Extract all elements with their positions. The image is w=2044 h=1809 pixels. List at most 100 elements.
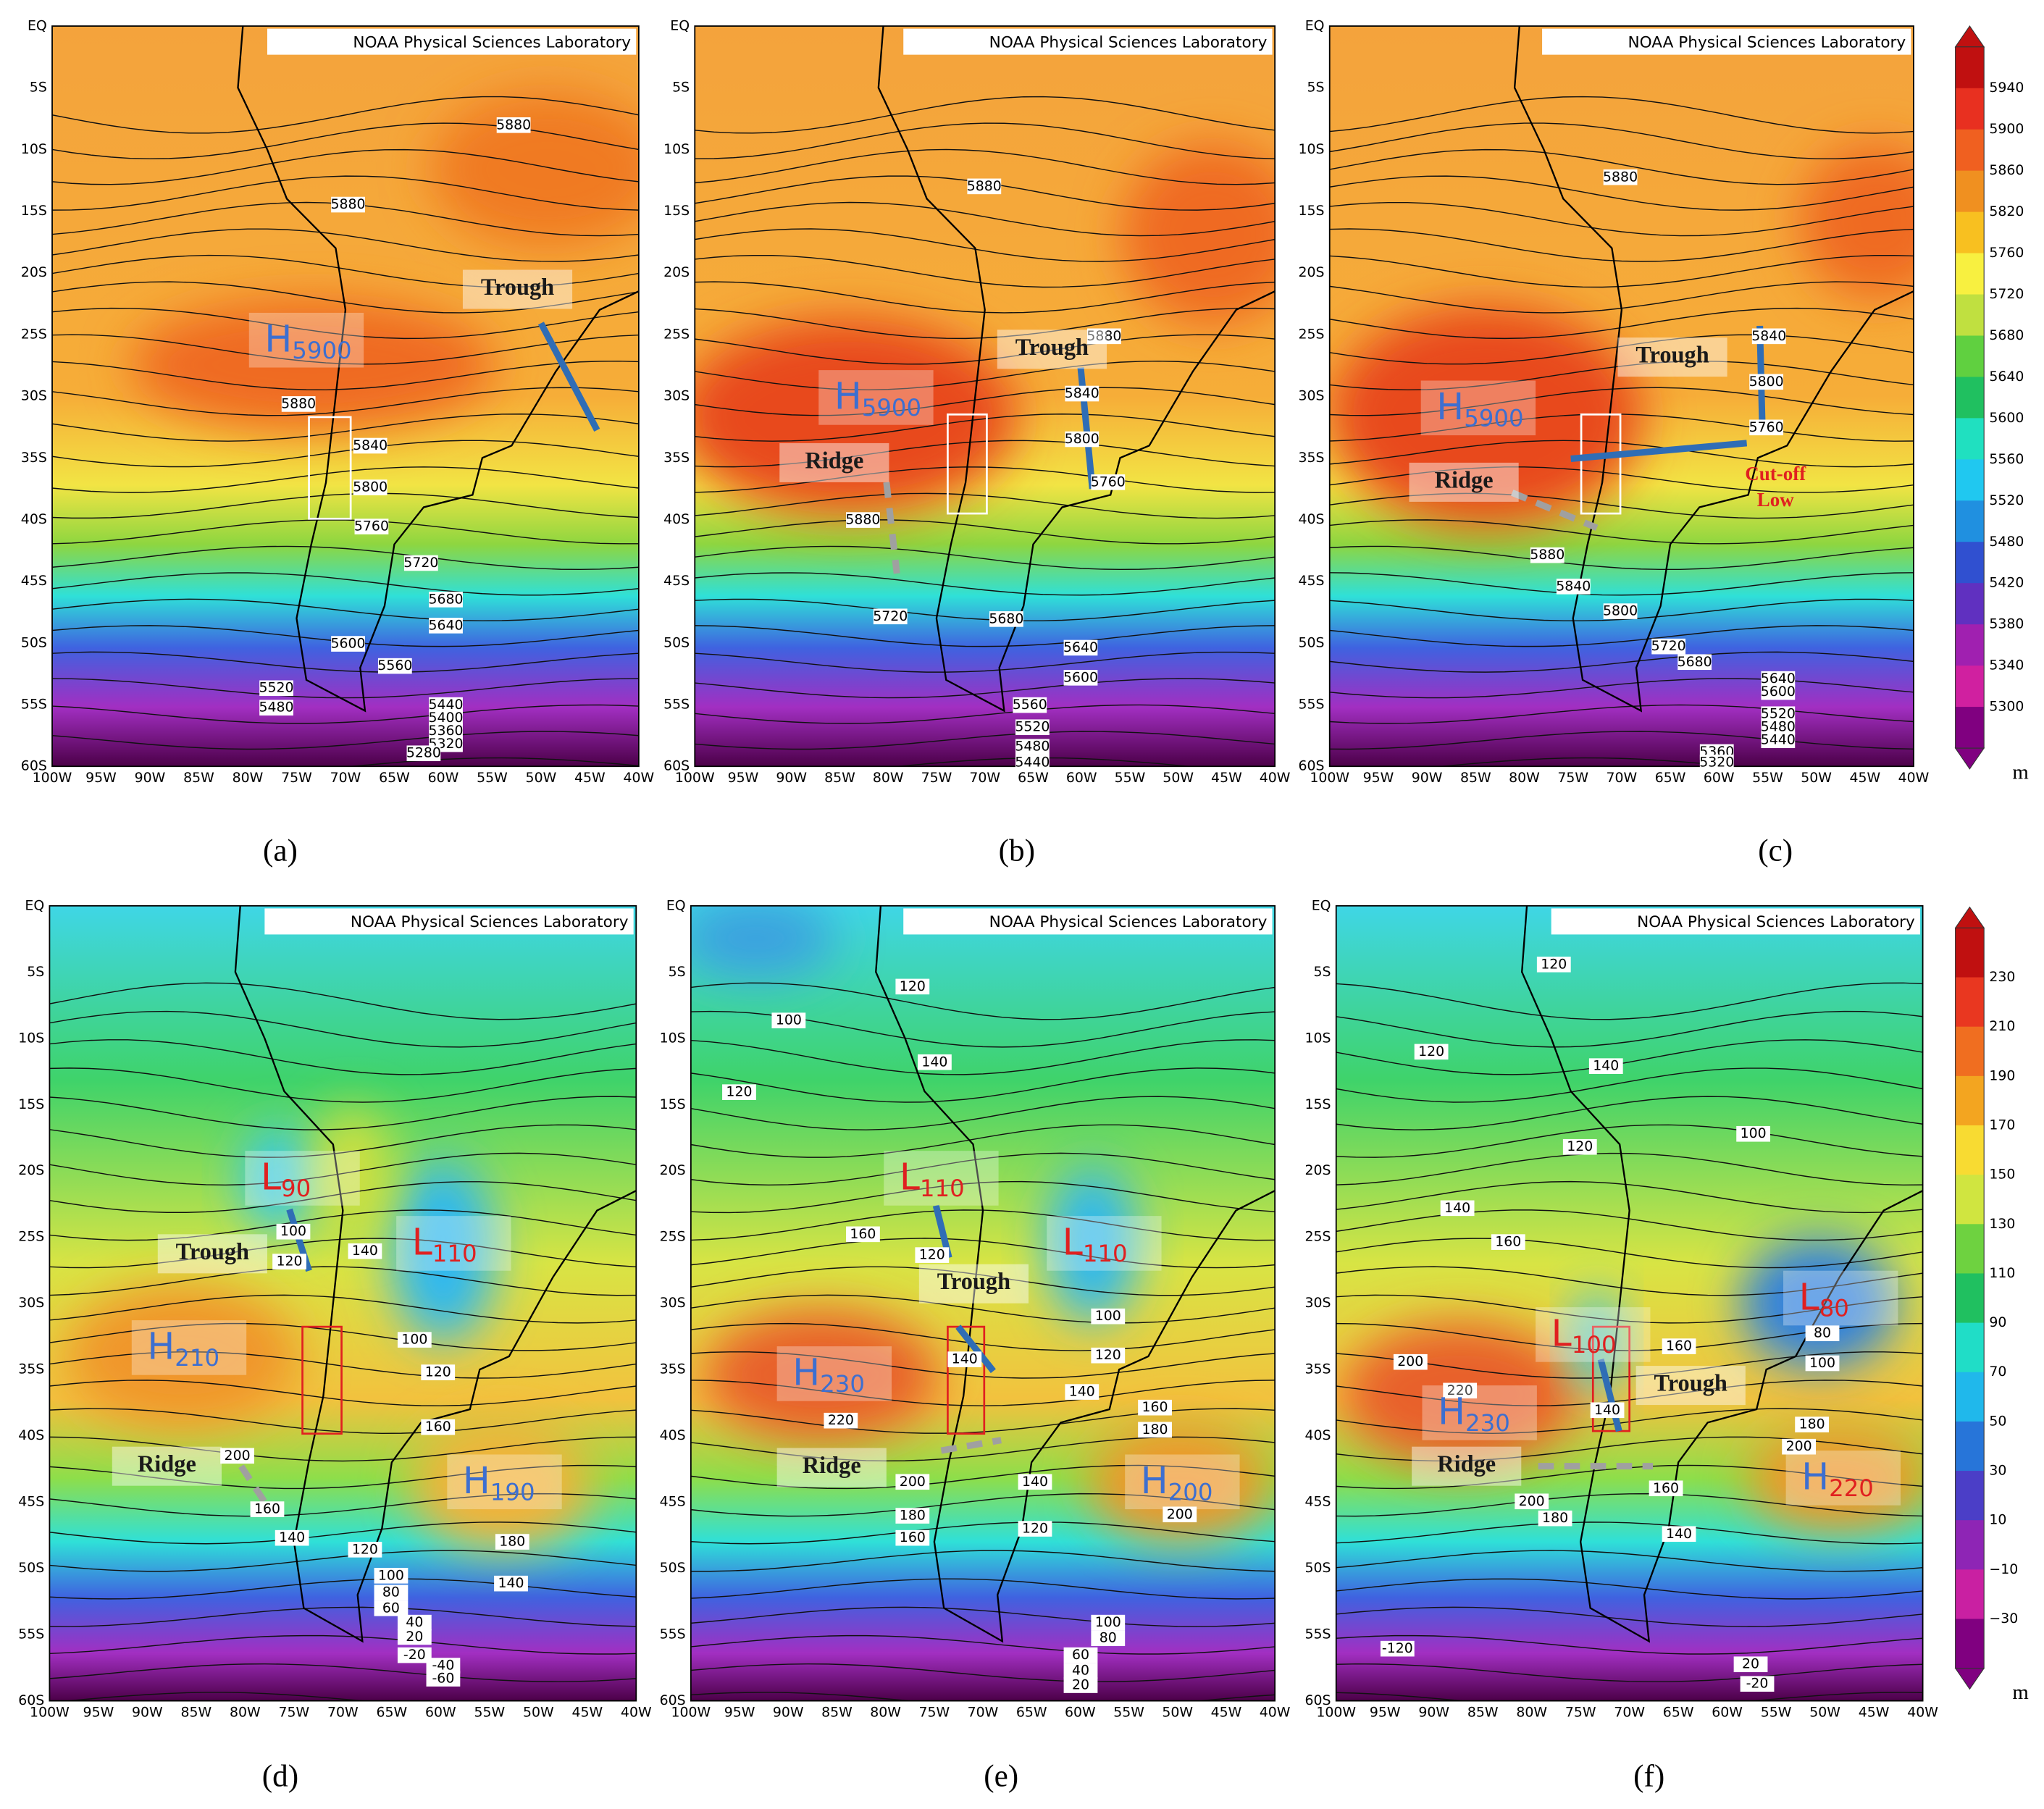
- contour-line: [52, 96, 639, 134]
- contour-line: [1329, 731, 1914, 750]
- contour-label-bg: [1677, 654, 1712, 671]
- colorbar-box: [1955, 707, 1985, 749]
- contour-label: 20: [1072, 1677, 1089, 1693]
- field-blob: [312, 1107, 391, 1238]
- contour-line: [690, 1039, 1276, 1075]
- contour-line: [690, 1436, 1276, 1462]
- contour-label-bg: [1662, 1526, 1696, 1543]
- contour-label-bg: [348, 1243, 382, 1259]
- colorbar-box: [1955, 1075, 1985, 1126]
- contour-label: -20: [1746, 1676, 1769, 1692]
- contour-label: 200: [1519, 1493, 1545, 1509]
- contour-line: [1329, 334, 1914, 365]
- contour-label: 120: [1541, 956, 1567, 972]
- contour-label-bg: [426, 1658, 461, 1674]
- annotation: Ridge: [138, 1451, 196, 1477]
- colorbar-cap: [1954, 1668, 1985, 1690]
- contour-label-bg: [1590, 1402, 1625, 1419]
- center-value: 220: [1829, 1474, 1874, 1502]
- colorbar-label: 5420: [1989, 575, 2024, 591]
- annotation: Ridge: [805, 448, 863, 474]
- field-blob: [1740, 1238, 1897, 1369]
- contour-line: [49, 1550, 637, 1572]
- contour-label-bg: [276, 1223, 311, 1240]
- contour-label: 80: [382, 1585, 400, 1600]
- contour-line: [1436, 757, 1741, 767]
- contour-label: 5760: [1749, 419, 1784, 435]
- lon-label: 40W: [1898, 770, 1930, 786]
- contour-label-bg: [331, 636, 365, 652]
- contour-label: 5840: [353, 437, 388, 453]
- contour-line: [690, 1464, 1276, 1490]
- contour-line: [695, 678, 1276, 699]
- contour-label-bg: [397, 1614, 432, 1631]
- colorbar-box: [1955, 928, 1985, 978]
- contour-label-bg: [495, 1534, 529, 1550]
- contour-label: 5880: [1603, 169, 1638, 185]
- center-bg: [131, 1320, 247, 1375]
- center-letter: H: [1801, 1455, 1829, 1498]
- lon-label: 75W: [918, 1704, 950, 1720]
- lon-label: 65W: [1018, 770, 1049, 786]
- contour-line: [52, 387, 639, 416]
- center-value: 5900: [292, 337, 351, 364]
- colorbar-label: 50: [1989, 1413, 2006, 1429]
- contour-line: [1329, 651, 1914, 673]
- contour-label: 5640: [1063, 639, 1098, 655]
- annotation: Low: [1757, 489, 1794, 511]
- field-blob: [430, 91, 639, 248]
- contour-line: [52, 492, 639, 519]
- colorbar-label: 5860: [1989, 162, 2024, 178]
- contour-line: [695, 519, 1276, 545]
- field-blob: [390, 1159, 495, 1343]
- contour-label: 5720: [873, 608, 908, 624]
- credit-box: [1551, 908, 1921, 935]
- contour-label: 5480: [259, 700, 294, 715]
- contour-line: [1329, 625, 1914, 647]
- contour-line: [1329, 122, 1914, 159]
- credit-box: [264, 908, 634, 935]
- lat-label: 30S: [1299, 388, 1325, 404]
- lon-label: 45W: [1211, 770, 1242, 786]
- contour-label: -20: [403, 1647, 426, 1663]
- lat-label: 5S: [672, 80, 690, 96]
- contour-line: [49, 1634, 637, 1655]
- panel-label: (b): [999, 834, 1035, 868]
- lat-label: EQ: [1305, 17, 1325, 33]
- contour-label: 5880: [331, 196, 366, 212]
- contour-label: 160: [1653, 1480, 1679, 1496]
- contour-label: 5720: [403, 555, 438, 571]
- lat-label: 35S: [21, 450, 47, 466]
- field-blob: [1047, 1166, 1139, 1323]
- contour-label-bg: [272, 1254, 306, 1269]
- lon-label: 65W: [1655, 770, 1686, 786]
- contour-label-bg: [895, 978, 930, 995]
- contour-label: -40: [432, 1658, 455, 1674]
- center-letter: H: [834, 374, 862, 417]
- colorbar-label: 150: [1989, 1167, 2015, 1183]
- colorbar-box: [1955, 1175, 1985, 1225]
- lat-label: 55S: [1299, 697, 1325, 713]
- colorbar-box: [1955, 977, 1985, 1028]
- lat-label: 25S: [1305, 1229, 1331, 1245]
- lon-label: 45W: [1859, 1704, 1890, 1720]
- contour-label: 200: [1167, 1506, 1193, 1522]
- contour-label-bg: [1063, 1647, 1098, 1663]
- coastline: [1513, 25, 1914, 713]
- colorbar-box: [1955, 1569, 1985, 1620]
- contour-line: [695, 704, 1276, 724]
- lon-label: 40W: [621, 1704, 652, 1720]
- colorbar-box: [1955, 377, 1985, 419]
- contour-line: [49, 1096, 637, 1130]
- pressure-center: L110: [900, 1155, 965, 1202]
- contour-label-bg: [1588, 1058, 1623, 1074]
- contour-line: [49, 1266, 637, 1296]
- lon-label: 90W: [1418, 1704, 1449, 1720]
- field-blob: [1088, 1424, 1271, 1543]
- colorbar-box: [1955, 46, 1985, 89]
- lat-label: 20S: [660, 1162, 686, 1178]
- lat-label: 50S: [21, 634, 47, 650]
- contour-label-bg: [918, 1054, 952, 1070]
- contour-label-bg: [1795, 1416, 1830, 1432]
- contour-line: [52, 598, 639, 621]
